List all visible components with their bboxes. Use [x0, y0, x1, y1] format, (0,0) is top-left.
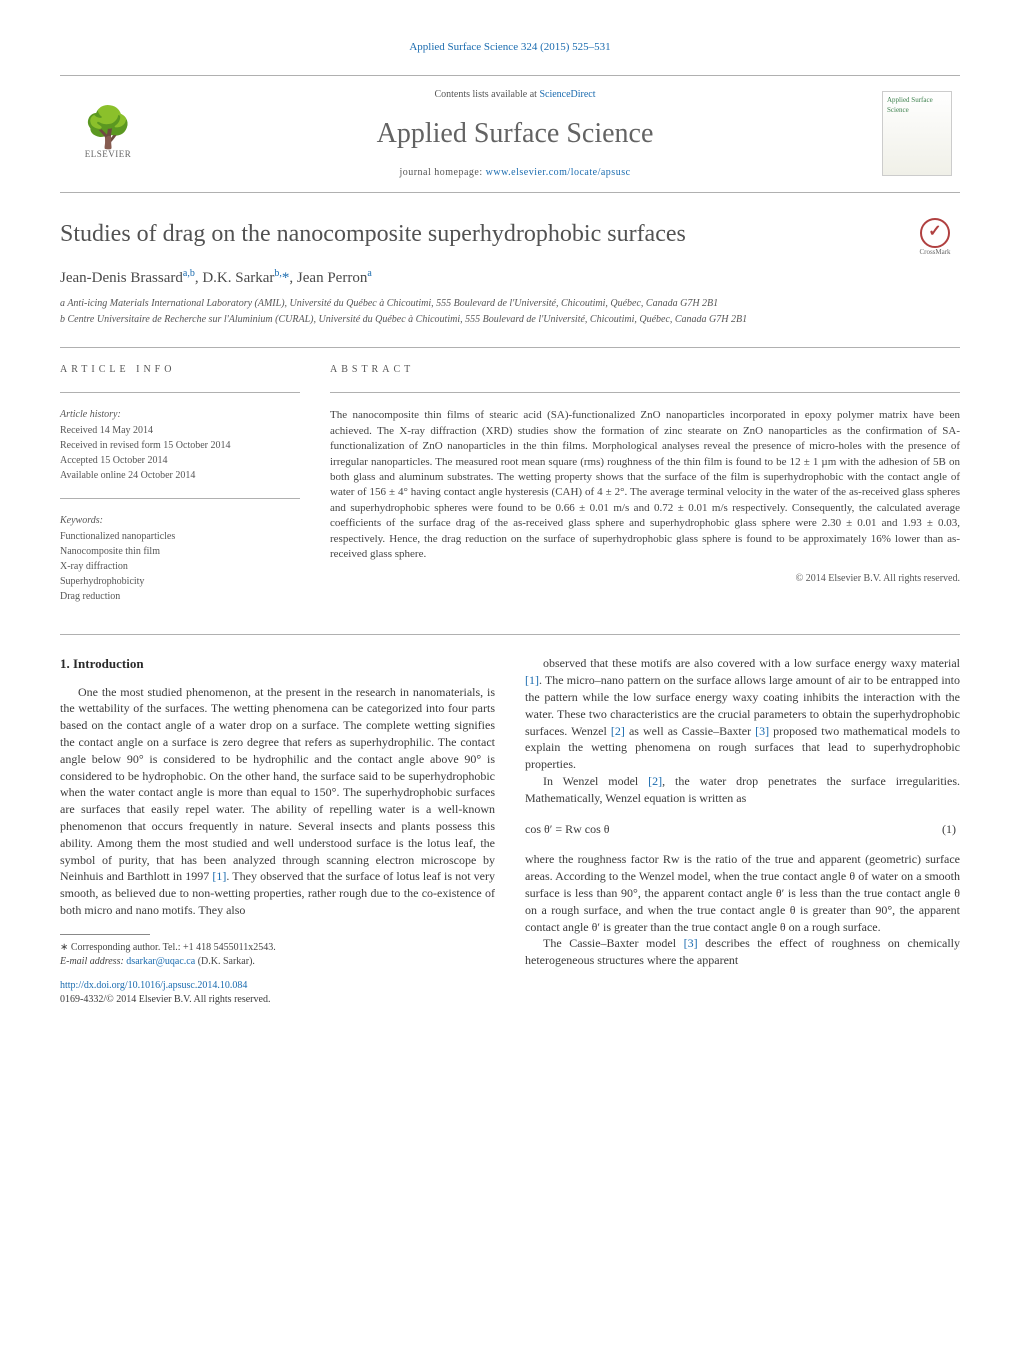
sciencedirect-link[interactable]: ScienceDirect: [539, 89, 595, 100]
contents-line: Contents lists available at ScienceDirec…: [148, 88, 882, 102]
keyword-2: X-ray diffraction: [60, 560, 300, 574]
ref-link-4[interactable]: [3]: [755, 724, 769, 738]
col1-paragraph-1: One the most studied phenomenon, at the …: [60, 684, 495, 919]
equation-number: (1): [942, 821, 956, 838]
journal-header-center: Contents lists available at ScienceDirec…: [148, 88, 882, 179]
journal-name: Applied Surface Science: [148, 114, 882, 153]
divider-bottom: [60, 634, 960, 635]
elsevier-tree-icon: 🌳: [83, 108, 133, 148]
col2-p1c: as well as Cassie–Baxter: [625, 724, 755, 738]
doi-link[interactable]: http://dx.doi.org/10.1016/j.apsusc.2014.…: [60, 980, 247, 991]
elsevier-logo: 🌳 ELSEVIER: [68, 94, 148, 174]
equation-body: cos θ′ = Rw cos θ: [525, 821, 610, 838]
keywords-block: Keywords: Functionalized nanoparticles N…: [60, 514, 300, 604]
email-line: E-mail address: dsarkar@uqac.ca (D.K. Sa…: [60, 955, 495, 969]
article-history: Article history: Received 14 May 2014 Re…: [60, 408, 300, 483]
email-link[interactable]: dsarkar@uqac.ca: [126, 956, 195, 967]
history-accepted: Accepted 15 October 2014: [60, 454, 300, 468]
article-title-row: Studies of drag on the nanocomposite sup…: [60, 218, 960, 258]
affiliations: a Anti-icing Materials International Lab…: [60, 297, 960, 327]
email-person: (D.K. Sarkar).: [195, 956, 255, 967]
info-divider-2: [60, 498, 300, 499]
abstract-col: ABSTRACT The nanocomposite thin films of…: [330, 363, 960, 619]
authors: Jean-Denis Brassarda,b, D.K. Sarkarb,*, …: [60, 267, 960, 289]
affiliation-b: b Centre Universitaire de Recherche sur …: [60, 313, 960, 327]
affiliation-a: a Anti-icing Materials International Lab…: [60, 297, 960, 311]
body-columns: 1. Introduction One the most studied phe…: [60, 655, 960, 1006]
issn-copyright: 0169-4332/© 2014 Elsevier B.V. All right…: [60, 993, 495, 1007]
ref-link-2[interactable]: [1]: [525, 673, 539, 687]
section-1-heading: 1. Introduction: [60, 655, 495, 673]
corresponding-author-note: ∗ Corresponding author. Tel.: +1 418 545…: [60, 941, 495, 955]
history-received: Received 14 May 2014: [60, 424, 300, 438]
col2-p2a: In Wenzel model: [543, 774, 648, 788]
ref-link-6[interactable]: [3]: [684, 936, 698, 950]
homepage-prefix: journal homepage:: [399, 167, 485, 178]
ref-link-5[interactable]: [2]: [648, 774, 662, 788]
article-info: ARTICLE INFO Article history: Received 1…: [60, 363, 300, 619]
keyword-4: Drag reduction: [60, 590, 300, 604]
journal-homepage: journal homepage: www.elsevier.com/locat…: [148, 166, 882, 180]
homepage-link[interactable]: www.elsevier.com/locate/apsusc: [486, 167, 631, 178]
author-1: Jean-Denis Brassard: [60, 270, 183, 286]
col2-paragraph-4: The Cassie–Baxter model [3] describes th…: [525, 935, 960, 969]
crossmark-icon: ✓: [920, 218, 950, 248]
col2-paragraph-2: In Wenzel model [2], the water drop pene…: [525, 773, 960, 807]
keyword-0: Functionalized nanoparticles: [60, 530, 300, 544]
keyword-3: Superhydrophobicity: [60, 575, 300, 589]
info-abstract-row: ARTICLE INFO Article history: Received 1…: [60, 363, 960, 619]
crossmark-badge[interactable]: ✓ CrossMark: [910, 218, 960, 258]
ref-link-1[interactable]: [1]: [212, 869, 226, 883]
abstract-copyright: © 2014 Elsevier B.V. All rights reserved…: [330, 572, 960, 586]
equation-1: cos θ′ = Rw cos θ (1): [525, 821, 960, 838]
article-title: Studies of drag on the nanocomposite sup…: [60, 218, 686, 252]
abstract-label: ABSTRACT: [330, 363, 960, 377]
doi-block: http://dx.doi.org/10.1016/j.apsusc.2014.…: [60, 979, 495, 1007]
keyword-1: Nanocomposite thin film: [60, 545, 300, 559]
author-sep-2: , Jean Perron: [289, 270, 367, 286]
col2-paragraph-3: where the roughness factor Rw is the rat…: [525, 851, 960, 935]
col2-p1a: observed that these motifs are also cove…: [543, 656, 960, 670]
ref-link-3[interactable]: [2]: [611, 724, 625, 738]
author-sep-1: , D.K. Sarkar: [195, 270, 275, 286]
crossmark-label: CrossMark: [910, 248, 960, 258]
divider-top: [60, 347, 960, 348]
info-divider-1: [60, 392, 300, 393]
history-online: Available online 24 October 2014: [60, 469, 300, 483]
article-info-label: ARTICLE INFO: [60, 363, 300, 377]
contents-prefix: Contents lists available at: [434, 89, 539, 100]
history-revised: Received in revised form 15 October 2014: [60, 439, 300, 453]
column-left: 1. Introduction One the most studied phe…: [60, 655, 495, 1006]
elsevier-label: ELSEVIER: [85, 148, 132, 161]
journal-header: 🌳 ELSEVIER Contents lists available at S…: [60, 75, 960, 192]
abstract-divider: [330, 392, 960, 393]
keywords-label: Keywords:: [60, 514, 300, 528]
author-1-affil: a,b: [183, 268, 195, 279]
col2-paragraph-1: observed that these motifs are also cove…: [525, 655, 960, 773]
author-3-affil: a: [367, 268, 371, 279]
footnote: ∗ Corresponding author. Tel.: +1 418 545…: [60, 941, 495, 969]
col2-p3: where the roughness factor Rw is the rat…: [525, 852, 960, 933]
abstract-text: The nanocomposite thin films of stearic …: [330, 408, 960, 562]
column-right: observed that these motifs are also cove…: [525, 655, 960, 1006]
footnote-divider: [60, 934, 150, 935]
header-citation: Applied Surface Science 324 (2015) 525–5…: [60, 40, 960, 55]
col2-p4a: The Cassie–Baxter model: [543, 936, 684, 950]
col1-p1a: One the most studied phenomenon, at the …: [60, 685, 495, 884]
email-label: E-mail address:: [60, 956, 126, 967]
author-2-affil: b,: [274, 268, 282, 279]
history-label: Article history:: [60, 408, 300, 422]
journal-cover-thumbnail: Applied Surface Science: [882, 91, 952, 176]
